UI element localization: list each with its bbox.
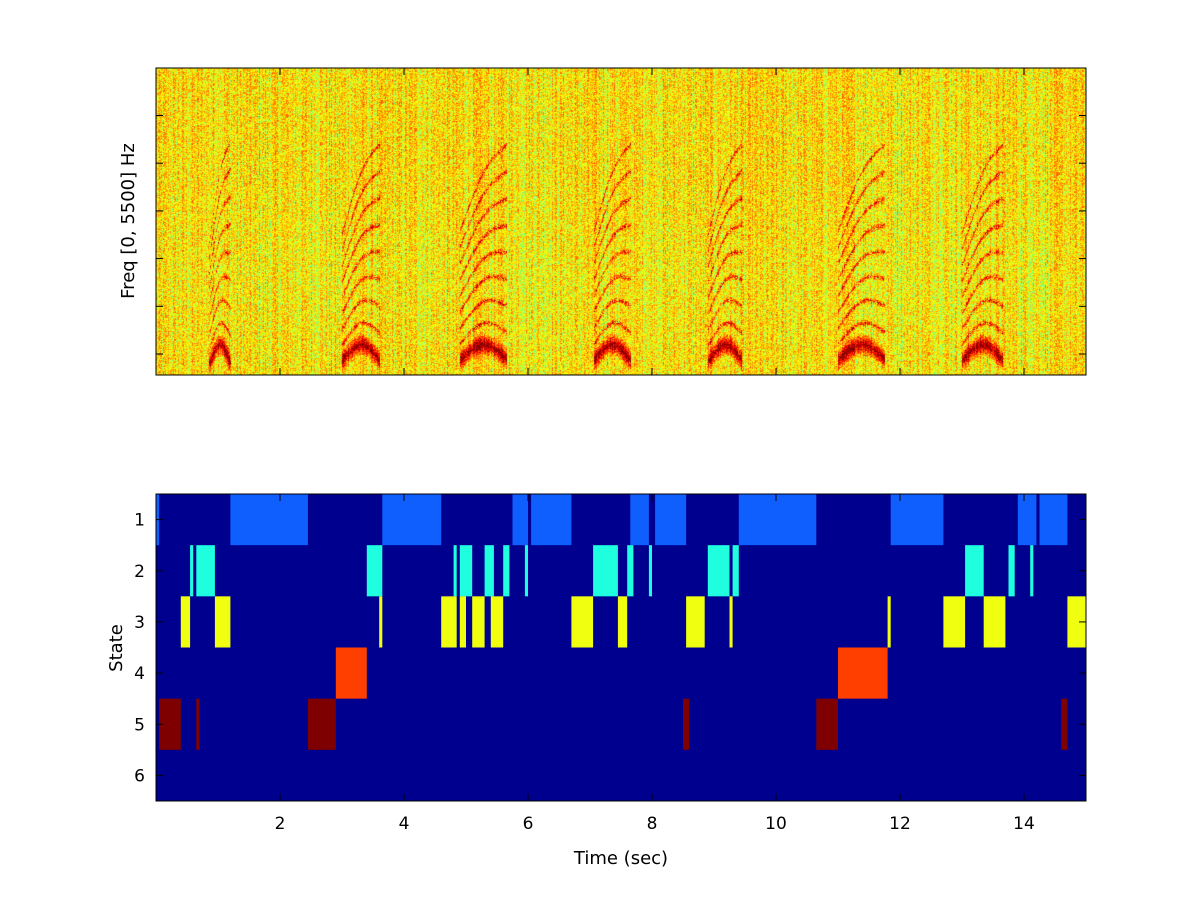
state-3-segment [943, 596, 966, 648]
spectrogram-ylabel: Freq [0, 5500] Hz [118, 143, 139, 299]
state-xlabel: Time (sec) [573, 848, 668, 869]
state-5-segment [159, 698, 181, 750]
state-ylabel: State [106, 624, 127, 672]
state-4-segment [335, 647, 367, 699]
state-1-segment [890, 494, 944, 546]
x-tick-label: 14 [1013, 814, 1035, 834]
state-3-segment [180, 596, 191, 648]
state-2-segment [1030, 545, 1034, 597]
state-2-segment [965, 545, 984, 597]
state-1-segment [655, 494, 687, 546]
state-3-segment [441, 596, 457, 648]
state-1-segment [230, 494, 308, 546]
state-3-segment [490, 596, 504, 648]
x-tick-label: 8 [647, 814, 658, 834]
state-2-segment [627, 545, 634, 597]
x-tick-label: 2 [275, 814, 286, 834]
y-tick-label: 6 [134, 766, 145, 786]
state-5-segment [307, 698, 336, 750]
state-3-segment [983, 596, 1006, 648]
state-1-segment [738, 494, 817, 546]
spectrogram-image [156, 68, 1086, 375]
state-2-segment [190, 545, 194, 597]
state-5-segment [816, 698, 838, 750]
state-2-segment [196, 545, 215, 597]
state-1-segment [1017, 494, 1037, 546]
state-2-segment [648, 545, 652, 597]
state-5-segment [196, 698, 200, 750]
state-2-segment [459, 545, 473, 597]
spectrogram-panel: Freq [0, 5500] Hz [118, 67, 1087, 376]
state-5-segment [683, 698, 690, 750]
spectrogram-axes-frame [155, 67, 1087, 376]
state-2-segment [1008, 545, 1015, 597]
state-2-segment [593, 545, 618, 597]
state-2-segment [503, 545, 510, 597]
y-tick-label: 1 [134, 511, 145, 531]
state-2-segment [366, 545, 383, 597]
state-3-segment [1067, 596, 1086, 648]
y-tick-label: 5 [134, 715, 145, 735]
state-3-segment [686, 596, 705, 648]
y-tick-label: 2 [134, 562, 145, 582]
y-tick-label: 4 [134, 664, 145, 684]
state-3-segment [214, 596, 231, 648]
x-tick-label: 12 [889, 814, 911, 834]
y-tick-label: 3 [134, 613, 145, 633]
x-tick-label: 10 [765, 814, 787, 834]
state-3-segment [459, 596, 466, 648]
state-2-segment [453, 545, 457, 597]
state-3-segment [571, 596, 594, 648]
state-3-segment [887, 596, 891, 648]
state-3-segment [472, 596, 485, 648]
state-3-segment [729, 596, 733, 648]
spectrogram-ticks [156, 68, 1086, 375]
state-1-segment [630, 494, 649, 546]
state-1-segment [1039, 494, 1068, 546]
state-2-segment [707, 545, 730, 597]
state-2-segment [732, 545, 739, 597]
state-3-segment [379, 596, 383, 648]
state-1-segment [531, 494, 572, 546]
state-axes-frame [155, 493, 1087, 802]
state-2-segment [524, 545, 528, 597]
state-4-segment [838, 647, 888, 699]
state-2-segment [484, 545, 494, 597]
state-segments [156, 494, 1086, 750]
state-5-segment [1061, 698, 1068, 750]
x-tick-label: 4 [399, 814, 410, 834]
x-tick-label: 6 [523, 814, 534, 834]
state-1-segment [382, 494, 442, 546]
state-3-segment [617, 596, 628, 648]
state-1-segment [512, 494, 528, 546]
